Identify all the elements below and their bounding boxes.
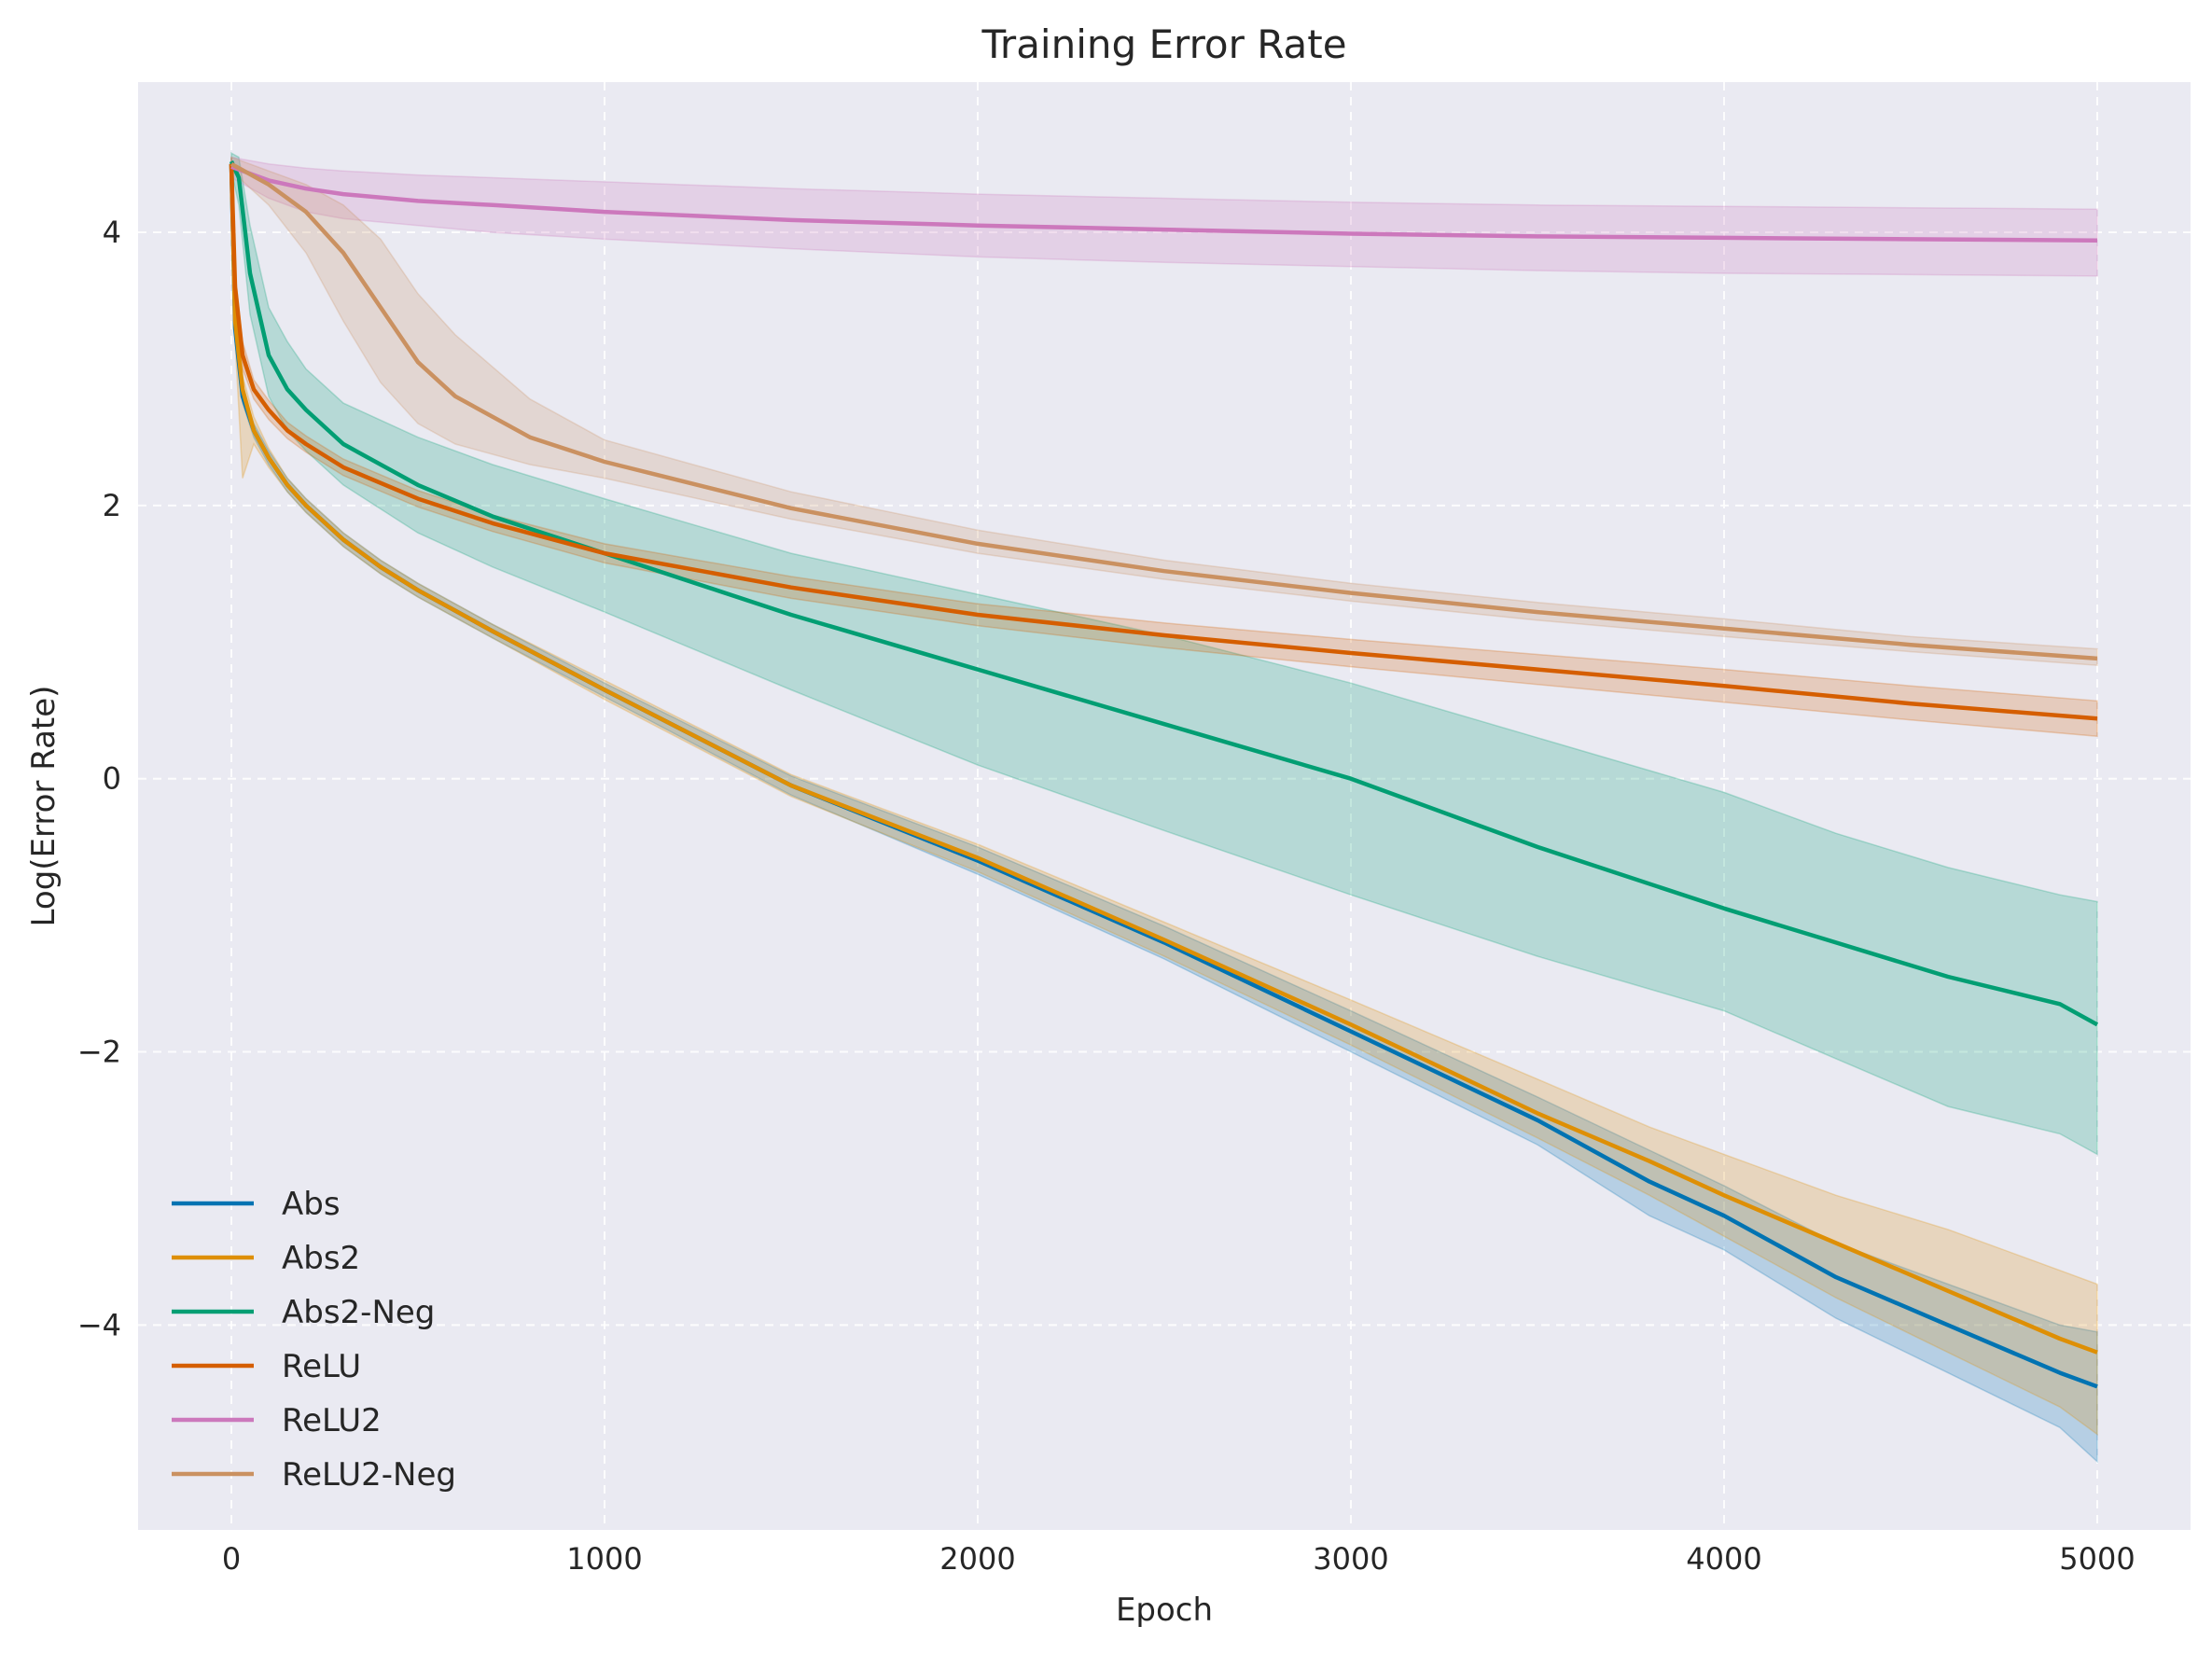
legend-label-abs2-neg: Abs2-Neg bbox=[282, 1294, 435, 1331]
x-tick-label: 4000 bbox=[1686, 1541, 1761, 1577]
legend-label-abs: Abs bbox=[282, 1186, 341, 1223]
x-tick-label: 2000 bbox=[939, 1541, 1015, 1577]
legend-label-relu: ReLU bbox=[282, 1348, 361, 1385]
x-tick-label: 5000 bbox=[2059, 1541, 2135, 1577]
y-tick-label: 0 bbox=[103, 761, 121, 797]
y-tick-labels: −4 −2 0 2 4 bbox=[77, 215, 121, 1342]
legend-label-abs2: Abs2 bbox=[282, 1240, 360, 1277]
y-tick-label: 4 bbox=[103, 215, 121, 250]
x-tick-label: 1000 bbox=[566, 1541, 642, 1577]
x-tick-label: 3000 bbox=[1313, 1541, 1388, 1577]
y-tick-label: −2 bbox=[77, 1035, 121, 1070]
y-axis-label: Log(Error Rate) bbox=[25, 686, 63, 927]
legend-label-relu2: ReLU2 bbox=[282, 1402, 382, 1439]
y-tick-label: −4 bbox=[77, 1307, 121, 1342]
x-tick-label: 0 bbox=[222, 1541, 241, 1577]
chart-title: Training Error Rate bbox=[981, 21, 1346, 67]
legend-label-relu2-neg: ReLU2-Neg bbox=[282, 1456, 456, 1494]
x-tick-labels: 0 1000 2000 3000 4000 5000 bbox=[222, 1541, 2135, 1577]
y-tick-label: 2 bbox=[103, 488, 121, 523]
x-axis-label: Epoch bbox=[1116, 1591, 1213, 1629]
